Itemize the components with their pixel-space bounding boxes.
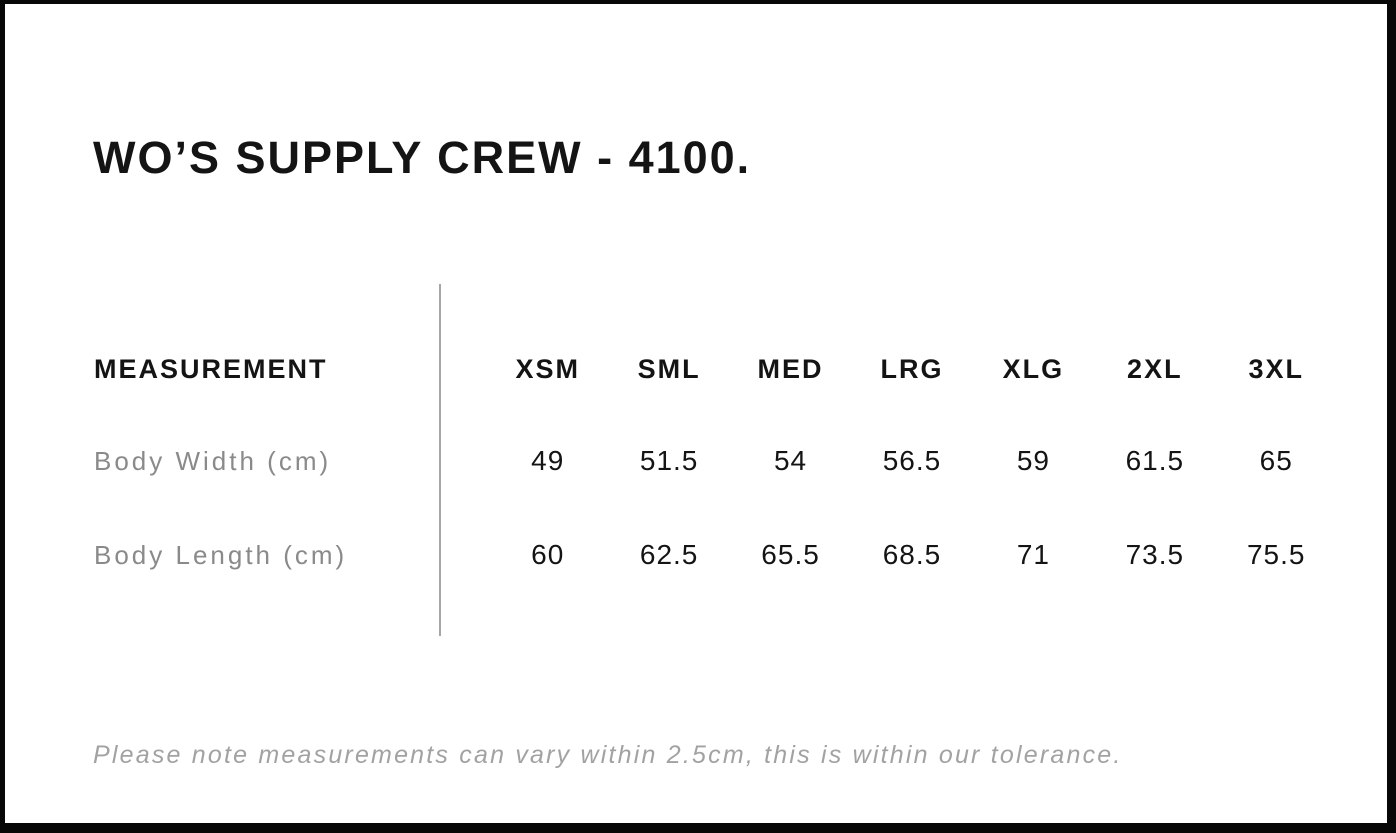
tolerance-note: Please note measurements can vary within…: [93, 741, 1123, 769]
body-width-3xl: 65: [1259, 445, 1293, 476]
body-width-values: 49 51.5 54 56.5 59 61.5 65: [487, 444, 1337, 478]
body-length-sml: 62.5: [639, 539, 699, 570]
body-length-3xl: 75.5: [1246, 539, 1306, 570]
measurement-column-header: MEASUREMENT: [94, 354, 328, 384]
body-width-row: Body Width (cm) 49 51.5 54 56.5 59 61.5 …: [0, 444, 1396, 478]
body-length-xlg: 71: [1016, 539, 1050, 570]
body-width-sml: 51.5: [639, 445, 699, 476]
size-column-header-xsm: XSM: [515, 354, 580, 384]
size-column-header-2xl: 2XL: [1127, 354, 1183, 384]
body-length-2xl: 73.5: [1125, 539, 1185, 570]
body-length-values: 60 62.5 65.5 68.5 71 73.5 75.5: [487, 538, 1337, 572]
size-chart-header-row: MEASUREMENT XSM SML MED LRG XLG 2XL 3XL: [0, 352, 1396, 386]
row-label-body-length: Body Length (cm): [94, 540, 348, 570]
size-chart-title: WO’S SUPPLY CREW - 4100.: [93, 132, 752, 184]
body-length-lrg: 68.5: [882, 539, 942, 570]
row-label-body-width: Body Width (cm): [94, 446, 332, 476]
body-width-xlg: 59: [1016, 445, 1050, 476]
size-column-header-med: MED: [757, 354, 824, 384]
size-column-header-xlg: XLG: [1002, 354, 1065, 384]
body-length-xsm: 60: [531, 539, 565, 570]
size-column-header-lrg: LRG: [880, 354, 944, 384]
body-length-med: 65.5: [761, 539, 820, 570]
body-length-row: Body Length (cm) 60 62.5 65.5 68.5 71 73…: [0, 538, 1396, 572]
body-width-lrg: 56.5: [882, 445, 942, 476]
body-width-xsm: 49: [531, 445, 565, 476]
size-column-header-sml: SML: [637, 354, 701, 384]
size-column-header-3xl: 3XL: [1248, 354, 1304, 384]
body-width-med: 54: [773, 445, 808, 476]
column-divider-line: [439, 284, 441, 636]
body-width-2xl: 61.5: [1125, 445, 1185, 476]
size-header-cells: XSM SML MED LRG XLG 2XL 3XL: [487, 352, 1337, 386]
